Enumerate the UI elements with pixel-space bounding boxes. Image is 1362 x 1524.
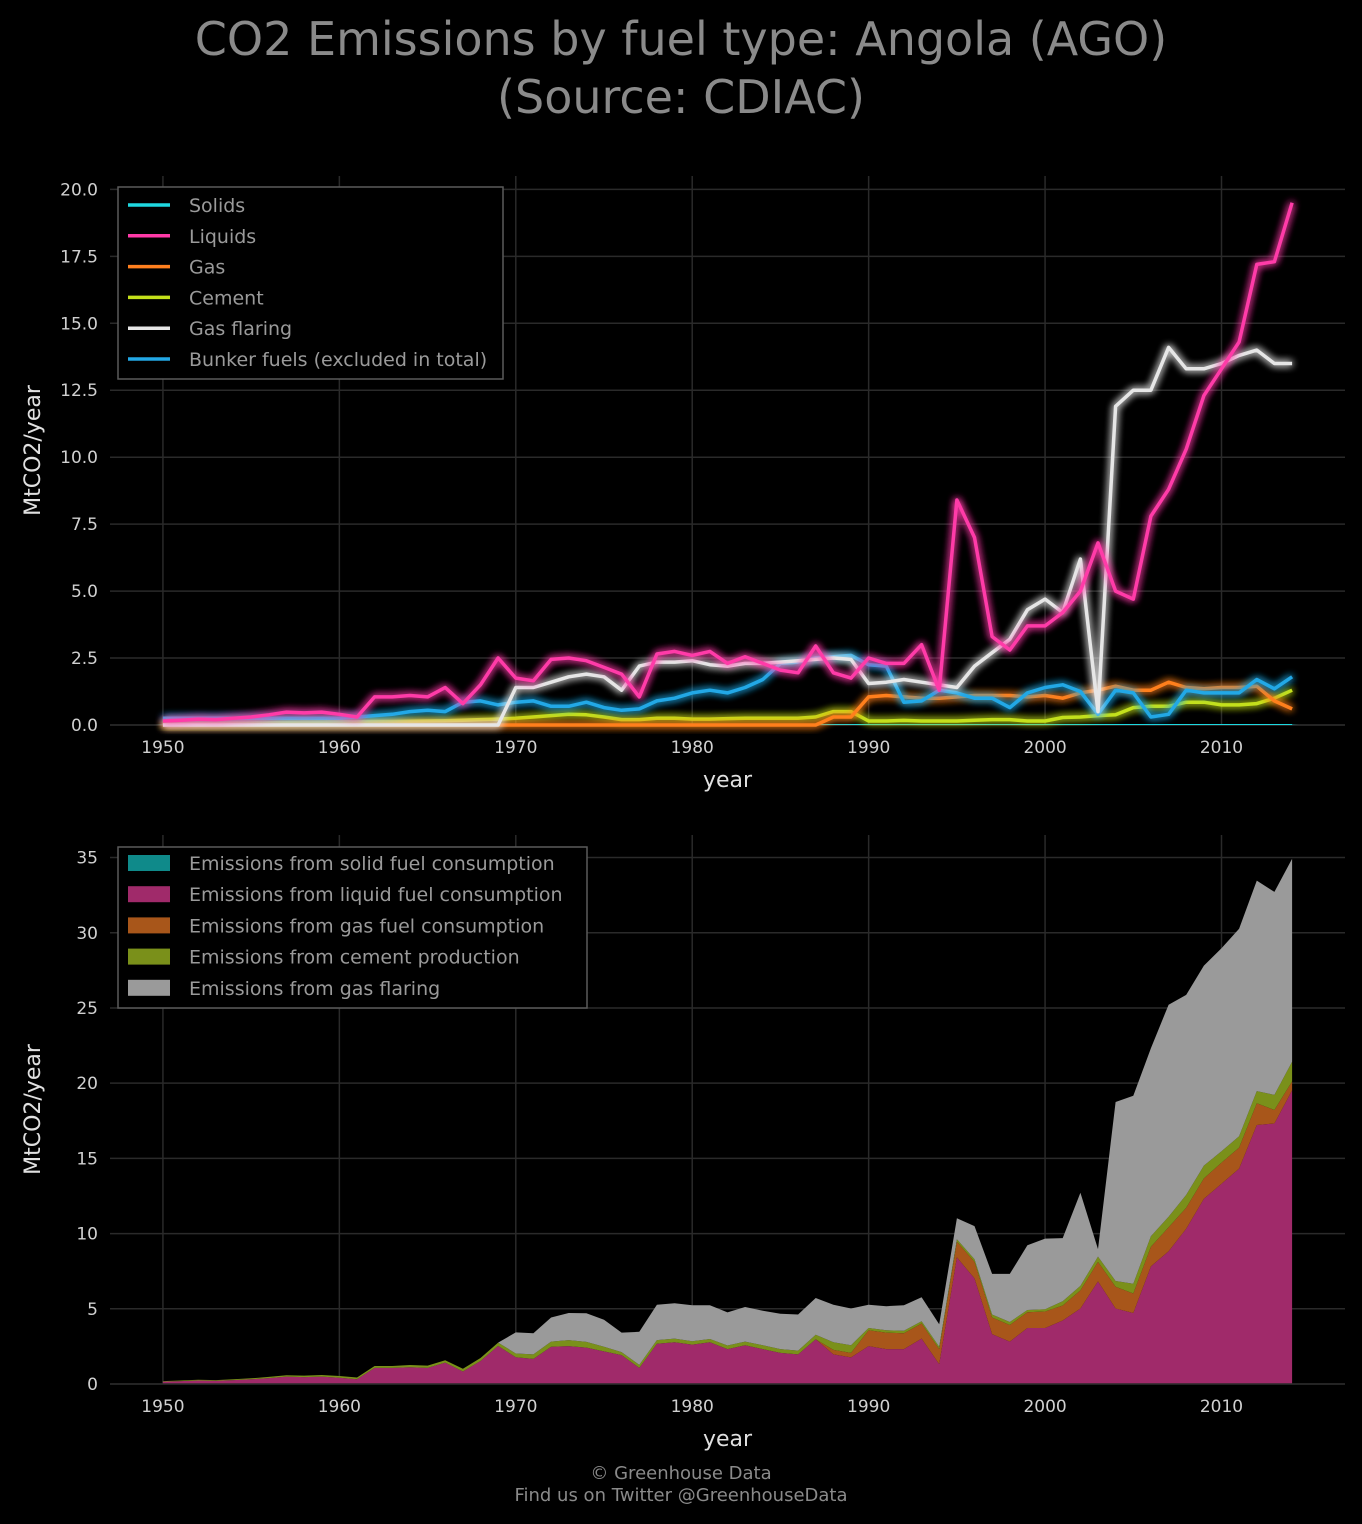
chart-title-line1: CO2 Emissions by fuel type: Angola (AGO) bbox=[194, 12, 1168, 66]
bottom-xtick-label: 2010 bbox=[1200, 1397, 1243, 1417]
bottom-ytick-label: 5 bbox=[87, 1300, 98, 1320]
series-line-cement bbox=[162, 688, 1293, 726]
bottom-legend-label-area_liquids: Emissions from liquid fuel consumption bbox=[189, 884, 563, 906]
bottom-legend: Emissions from solid fuel consumption Emi… bbox=[117, 846, 588, 1009]
top-ytick-label: 0.0 bbox=[71, 716, 98, 736]
series-line-liquids bbox=[162, 202, 1294, 723]
top-ytick-label: 12.5 bbox=[60, 381, 98, 401]
bottom-ytick-label: 15 bbox=[76, 1149, 98, 1169]
top-line-chart: 1950 1960 1970 1980 1990 2000 2010 0.0 2.5 5.0 7.5… bbox=[21, 176, 1345, 793]
top-xaxis-label: year bbox=[703, 768, 753, 793]
bottom-area-chart: 1950 1960 1970 1980 1990 2000 2010 0 5 10 15 20 25 30… bbox=[21, 835, 1345, 1452]
top-ytick-label: 17.5 bbox=[60, 247, 98, 267]
top-yaxis-label: MtCO2/year bbox=[21, 384, 46, 516]
footer-copyright: © Greenhouse Data bbox=[590, 1463, 772, 1484]
top-legend-label-liquids: Liquids bbox=[189, 226, 256, 248]
bottom-ytick-label: 10 bbox=[76, 1225, 98, 1245]
bottom-ytick-label: 30 bbox=[76, 924, 98, 944]
bottom-ytick-label: 25 bbox=[76, 999, 98, 1019]
bottom-legend-label-area_gas: Emissions from gas fuel consumption bbox=[189, 915, 544, 937]
top-xtick-label: 2010 bbox=[1200, 738, 1243, 758]
bottom-xtick-label: 1990 bbox=[847, 1397, 890, 1417]
bottom-legend-swatch-area_liquids bbox=[128, 886, 170, 903]
top-ytick-label: 20.0 bbox=[60, 180, 98, 200]
stacked-area-liquids bbox=[162, 1090, 1293, 1384]
bottom-legend-swatch-area_cement bbox=[128, 948, 170, 965]
bottom-legend-label-area_flaring: Emissions from gas flaring bbox=[189, 978, 440, 1000]
top-ytick-label: 15.0 bbox=[60, 314, 98, 334]
top-xtick-label: 1980 bbox=[671, 738, 714, 758]
top-legend: Solids Liquids Gas Cement Gas flaring Bunker … bbox=[117, 186, 504, 380]
bottom-ytick-label: 20 bbox=[76, 1074, 98, 1094]
top-legend-label-bunker: Bunker fuels (excluded in total) bbox=[189, 349, 487, 371]
bottom-legend-swatch-area_solids bbox=[128, 855, 170, 871]
bottom-yaxis-label: MtCO2/year bbox=[21, 1043, 46, 1175]
top-xtick-label: 1950 bbox=[141, 738, 184, 758]
chart-title-line2: (Source: CDIAC) bbox=[497, 70, 865, 124]
top-legend-label-gas: Gas bbox=[189, 257, 225, 279]
top-xtick-label: 1970 bbox=[494, 738, 537, 758]
top-ytick-label: 10.0 bbox=[60, 448, 98, 468]
top-ytick-label: 5.0 bbox=[71, 582, 98, 602]
top-xtick-label: 1960 bbox=[318, 738, 361, 758]
bottom-xtick-label: 1980 bbox=[671, 1397, 714, 1417]
top-legend-label-solids: Solids bbox=[189, 195, 245, 217]
top-xtick-label: 2000 bbox=[1023, 738, 1066, 758]
top-ytick-label: 2.5 bbox=[71, 649, 98, 669]
top-legend-label-flaring: Gas flaring bbox=[189, 318, 292, 340]
chart-title: CO2 Emissions by fuel type: Angola (AGO)… bbox=[0, 10, 1362, 126]
footer-twitter: Find us on Twitter @GreenhouseData bbox=[514, 1485, 848, 1506]
bottom-legend-frame bbox=[117, 846, 588, 1009]
bottom-legend-label-area_solids: Emissions from solid fuel consumption bbox=[189, 853, 555, 875]
top-xtick-label: 1990 bbox=[847, 738, 890, 758]
bottom-xtick-label: 1960 bbox=[318, 1397, 361, 1417]
bottom-xaxis-label: year bbox=[703, 1427, 753, 1452]
bottom-xtick-label: 1970 bbox=[494, 1397, 537, 1417]
bottom-ytick-label: 0 bbox=[87, 1375, 98, 1395]
series-line-flaring bbox=[162, 345, 1293, 727]
bottom-xtick-label: 2000 bbox=[1023, 1397, 1066, 1417]
top-legend-frame bbox=[117, 186, 504, 380]
top-ytick-label: 7.5 bbox=[71, 515, 98, 535]
bottom-legend-label-area_cement: Emissions from cement production bbox=[189, 947, 520, 969]
bottom-ytick-label: 35 bbox=[76, 849, 98, 869]
top-legend-label-cement: Cement bbox=[189, 287, 264, 309]
footer: © Greenhouse Data Find us on Twitter @Gr… bbox=[0, 1463, 1362, 1507]
bottom-legend-swatch-area_gas bbox=[128, 917, 170, 934]
bottom-xtick-label: 1950 bbox=[141, 1397, 184, 1417]
bottom-legend-swatch-area_flaring bbox=[128, 979, 170, 996]
